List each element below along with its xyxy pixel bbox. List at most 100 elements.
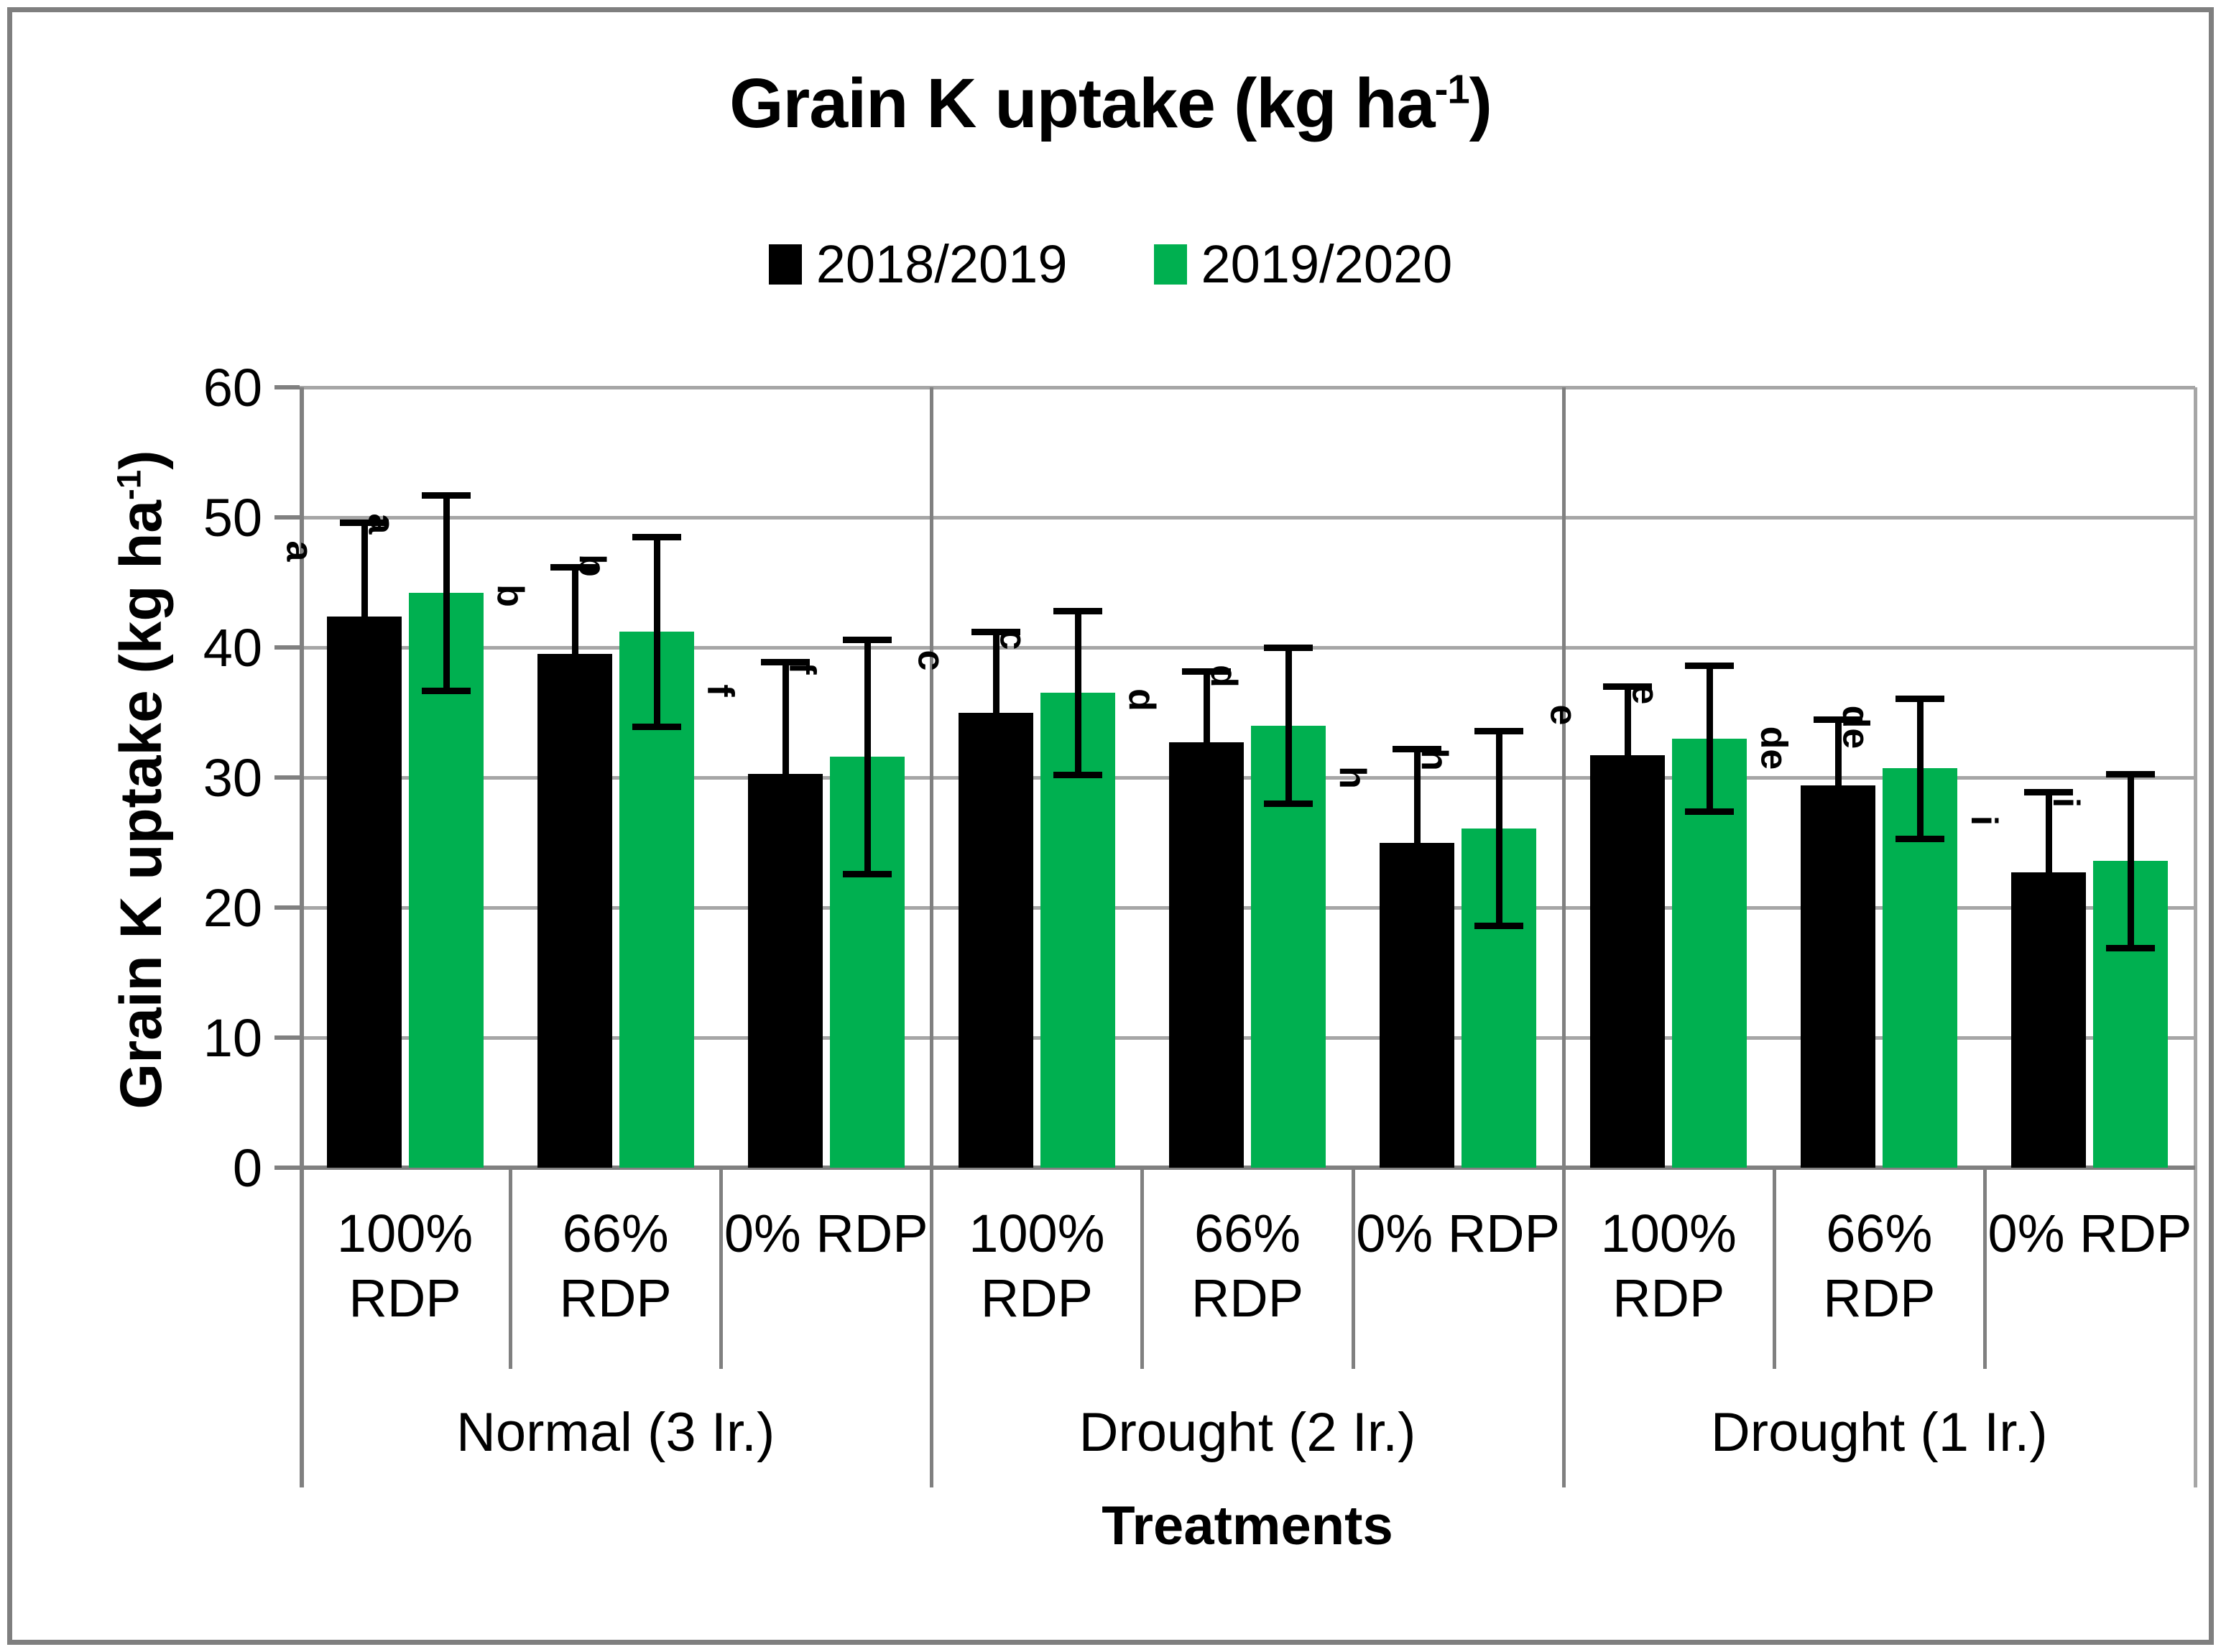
gridline-50 bbox=[300, 516, 2195, 520]
error-bar-line bbox=[1285, 647, 1292, 804]
chart-title: Grain K uptake (kg ha-1) bbox=[729, 64, 1492, 142]
error-bar-line bbox=[1835, 719, 1842, 852]
error-bar-cap bbox=[632, 724, 681, 731]
error-bar-cap bbox=[1474, 923, 1524, 930]
sig-letter: d bbox=[1120, 688, 1163, 711]
error-bar-line bbox=[992, 632, 999, 793]
error-bar-line bbox=[1625, 686, 1632, 825]
error-bar-line bbox=[1917, 698, 1924, 839]
error-bar-cap bbox=[2106, 945, 2156, 952]
major-category-separator bbox=[1561, 387, 1566, 1487]
x-tick-label: 100% RDP bbox=[969, 1204, 1105, 1329]
y-tick-mark bbox=[274, 1035, 300, 1040]
y-tick-label: 30 bbox=[203, 748, 262, 808]
error-bar-cap bbox=[1393, 933, 1442, 940]
sig-letter: i bbox=[2045, 797, 2087, 808]
plot-right-border bbox=[2194, 387, 2197, 1487]
minor-category-separator bbox=[1140, 1168, 1145, 1369]
error-bar-line bbox=[2128, 773, 2135, 949]
error-bar-cap bbox=[1814, 849, 1863, 856]
y-tick-mark bbox=[274, 385, 300, 389]
y-tick-label: 40 bbox=[203, 618, 262, 678]
sig-letter: b bbox=[571, 554, 613, 578]
error-bar-line bbox=[782, 661, 789, 886]
error-bar-line bbox=[1707, 665, 1714, 812]
y-tick-label: 60 bbox=[203, 358, 262, 417]
error-bar-cap bbox=[1182, 811, 1231, 818]
sig-letter: c bbox=[992, 629, 1034, 650]
sig-letter: de bbox=[1834, 705, 1877, 749]
y-tick-label: 20 bbox=[203, 878, 262, 938]
error-bar-line bbox=[1204, 670, 1210, 814]
error-bar-cap bbox=[421, 687, 471, 694]
minor-category-separator bbox=[509, 1168, 513, 1369]
error-bar-cap bbox=[1685, 663, 1735, 670]
sig-letter: f bbox=[699, 684, 742, 697]
sig-letter: h bbox=[1413, 747, 1456, 771]
outer-border bbox=[7, 7, 2214, 1645]
error-bar-cap bbox=[1603, 683, 1653, 691]
legend-item: 2018/2019 bbox=[768, 234, 1068, 295]
error-bar-line bbox=[571, 566, 578, 742]
error-bar-cap bbox=[971, 790, 1020, 797]
error-bar-line bbox=[1074, 611, 1081, 775]
sig-letter: a bbox=[360, 513, 402, 535]
title-superscript: -1 bbox=[1434, 66, 1470, 112]
error-bar-cap bbox=[1393, 746, 1442, 753]
y-tick-label: 10 bbox=[203, 1008, 262, 1068]
error-bar-cap bbox=[2024, 788, 2074, 795]
error-bar-cap bbox=[1896, 836, 1945, 843]
y-tick-label: 50 bbox=[203, 488, 262, 548]
error-bar-cap bbox=[339, 706, 389, 714]
y-tick-mark bbox=[274, 1166, 300, 1170]
error-bar-cap bbox=[1896, 695, 1945, 702]
error-bar-line bbox=[1496, 730, 1503, 926]
x-tick-label: 66% RDP bbox=[1823, 1204, 1936, 1329]
legend-swatch-icon bbox=[1153, 244, 1187, 285]
error-bar-line bbox=[2046, 791, 2053, 954]
sig-letter: de bbox=[1753, 726, 1795, 770]
x-tick-label: 100% RDP bbox=[336, 1204, 474, 1329]
sig-letter: h bbox=[1331, 766, 1374, 790]
sig-letter: e bbox=[1542, 704, 1584, 726]
legend-swatch-icon bbox=[768, 244, 802, 285]
sig-letter: b bbox=[489, 583, 531, 607]
major-category-separator bbox=[930, 387, 934, 1487]
sig-letter: a bbox=[278, 540, 320, 562]
gridline-10 bbox=[300, 1036, 2195, 1040]
error-bar-cap bbox=[1053, 608, 1102, 615]
x-axis-line bbox=[274, 1166, 2195, 1170]
error-bar-cap bbox=[971, 629, 1020, 636]
legend-label: 2018/2019 bbox=[816, 234, 1068, 294]
error-bar-cap bbox=[842, 870, 892, 877]
error-bar-cap bbox=[421, 492, 471, 499]
error-bar-line bbox=[864, 640, 871, 874]
y-axis-line bbox=[300, 387, 304, 1487]
error-bar-cap bbox=[842, 637, 892, 644]
error-bar-cap bbox=[339, 520, 389, 527]
y-tick-label: 0 bbox=[232, 1138, 262, 1198]
y-tick-mark bbox=[274, 775, 300, 780]
x-axis-title: Treatments bbox=[300, 1495, 2195, 1557]
x-tick-label: 0% RDP bbox=[1987, 1204, 2192, 1263]
legend: 2018/2019 2019/2020 bbox=[0, 234, 2221, 295]
error-bar-cap bbox=[550, 563, 599, 571]
gridline-30 bbox=[300, 776, 2195, 780]
minor-category-separator bbox=[1351, 1168, 1355, 1369]
error-bar-cap bbox=[2106, 770, 2156, 777]
error-bar-cap bbox=[1814, 716, 1863, 723]
gridline-40 bbox=[300, 646, 2195, 650]
error-bar-cap bbox=[1603, 821, 1653, 829]
x-tick-label: 0% RDP bbox=[1356, 1204, 1560, 1263]
error-bar-cap bbox=[760, 882, 810, 890]
error-bar-cap bbox=[1182, 668, 1231, 675]
error-bar-line bbox=[443, 495, 450, 691]
error-bar-line bbox=[1414, 749, 1421, 936]
error-bar-cap bbox=[1264, 645, 1313, 651]
y-tick-mark bbox=[274, 515, 300, 520]
minor-category-separator bbox=[1982, 1168, 1987, 1369]
sig-letter: d bbox=[1202, 665, 1245, 688]
error-bar-cap bbox=[1685, 808, 1735, 816]
sig-letter: c bbox=[910, 650, 952, 671]
minor-category-separator bbox=[719, 1168, 724, 1369]
